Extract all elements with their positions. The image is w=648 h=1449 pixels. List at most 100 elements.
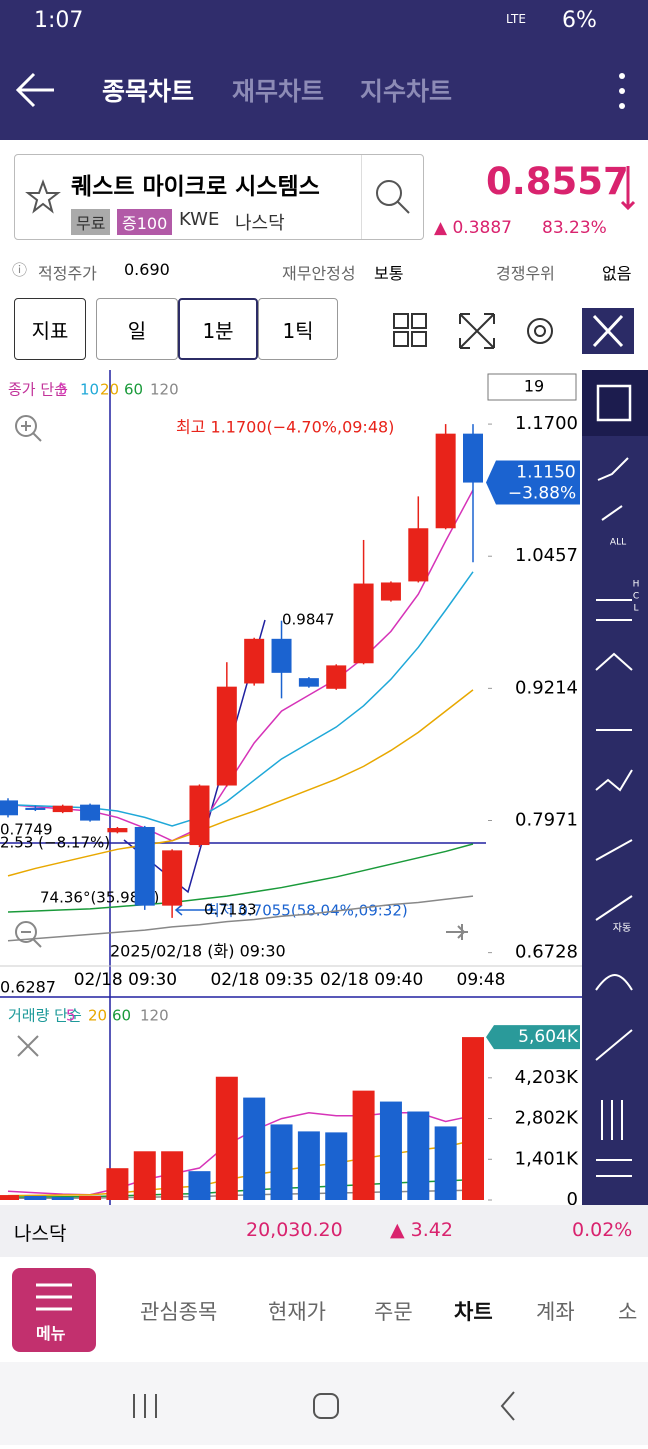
volume-bar: [462, 1037, 484, 1200]
volume-bar: [188, 1171, 211, 1200]
header: 1:07 LTE 6% 종목차트 재무차트 지수차트: [0, 0, 648, 140]
drawing-toolbar: ALL H C L 자동: [582, 370, 648, 1205]
tab[interactable]: 지수차트: [360, 77, 453, 106]
volume-bar: [161, 1151, 184, 1200]
legend-entry: 120: [140, 1007, 169, 1025]
candle-body: [107, 828, 128, 833]
market: 나스닥: [235, 213, 285, 234]
chart-tools[interactable]: [390, 308, 640, 354]
back-button[interactable]: [14, 70, 58, 110]
period-button[interactable]: 일: [96, 298, 178, 360]
nav-item[interactable]: 관심종목: [140, 1300, 218, 1324]
more-button[interactable]: [612, 70, 632, 112]
crosshair-date: 2025/02/18 (화) 09:30: [110, 942, 286, 961]
favorite-star[interactable]: [25, 179, 61, 215]
menu-label: 메뉴: [36, 1324, 66, 1343]
indicator-button[interactable]: 지표: [14, 298, 86, 360]
candle-body: [0, 800, 18, 816]
legend-entry: 60: [124, 381, 143, 399]
volume-bar: [297, 1131, 320, 1200]
current-pct: −3.88%: [508, 484, 576, 504]
info-label: 적정주가: [38, 264, 97, 283]
volume-bar: [0, 1195, 19, 1200]
y-tick-label: 2,802K: [515, 1108, 580, 1129]
angle-label: 74.36°(35.98%): [40, 889, 159, 907]
candle-body: [216, 686, 237, 786]
tab[interactable]: 재무차트: [232, 77, 325, 106]
candle-body: [189, 785, 210, 846]
legend-entry: 20: [88, 1007, 107, 1025]
y-tick-label: 4,203K: [515, 1067, 580, 1088]
period-button[interactable]: 1분: [178, 298, 258, 360]
candle-body: [244, 638, 265, 684]
x-tick-label: 02/18 09:40: [320, 970, 423, 990]
change-pct: 83.23%: [542, 218, 607, 238]
high-label: 최고 1.1700(−4.70%,09:48): [176, 418, 394, 437]
volume-bar: [79, 1195, 102, 1200]
volume-bar: [325, 1132, 348, 1200]
stock-card: 퀘스트 마이크로 시스템스 무료 증100 KWE 나스닥: [14, 154, 424, 240]
help-icon[interactable]: ⓘ: [12, 261, 28, 279]
candle-body: [380, 582, 401, 601]
nav-item[interactable]: 차트: [454, 1300, 493, 1324]
y-tick-label: 0.7971: [515, 809, 578, 830]
menu-icon: [36, 1283, 72, 1311]
ma-line: [7, 895, 474, 942]
candle-body: [134, 826, 155, 906]
candle-body: [353, 583, 374, 664]
current-price-box: [486, 460, 580, 505]
nav-item[interactable]: 현재가: [268, 1300, 326, 1324]
point-label: 0.7133: [204, 901, 257, 919]
tab[interactable]: 종목차트: [102, 77, 195, 106]
period-button[interactable]: 1틱: [258, 298, 338, 360]
y-tick-label: 1,401K: [515, 1148, 580, 1169]
x-tick-label: 02/18 09:35: [210, 970, 313, 990]
volume-bar: [51, 1197, 74, 1200]
nav-item[interactable]: 주문: [374, 1300, 413, 1324]
system-buttons[interactable]: [0, 1362, 648, 1445]
volume-bar: [133, 1151, 156, 1200]
market-change-value: 3.42: [410, 1219, 453, 1241]
candle-body: [463, 433, 483, 483]
legend-entry: 60: [112, 1007, 131, 1025]
ticker: KWE: [179, 209, 220, 230]
volume-bar: [215, 1076, 238, 1200]
candle-body: [326, 665, 347, 689]
drawing-tools[interactable]: ALL H C L 자동: [582, 370, 648, 1205]
y-tick-label: 1.1700: [515, 413, 578, 434]
market-bar: 나스닥 20,030.20 ▲ 3.42 0.02%: [0, 1205, 648, 1257]
volume-bar: [434, 1126, 457, 1200]
legend-entry: 120: [150, 381, 179, 399]
volume-bar: [270, 1124, 293, 1200]
current-price: 1.1150: [516, 463, 575, 483]
market-change: ▲ 3.42: [390, 1219, 453, 1241]
tool-label: L: [633, 604, 638, 614]
candle-body: [52, 805, 73, 813]
period-value: 19: [524, 377, 544, 396]
tag: 무료: [71, 209, 111, 235]
legend-entry: 10: [80, 381, 99, 399]
market-name: 나스닥: [14, 1223, 67, 1245]
down-arrow: [620, 166, 636, 211]
y-tick-label: 0.9214: [515, 677, 578, 698]
nav-item[interactable]: 계좌: [536, 1300, 575, 1324]
y-tick-label: 0: [567, 1189, 578, 1205]
candle-body: [408, 528, 429, 582]
current-volume: 5,604K: [518, 1027, 579, 1047]
nav-item[interactable]: 소: [618, 1300, 638, 1324]
stock-name[interactable]: 퀘스트 마이크로 시스템스: [71, 174, 320, 200]
volume-bar: [24, 1195, 47, 1200]
x-tick-label: 02/18 09:30: [74, 970, 177, 990]
info-label: 재무안정성: [282, 264, 356, 283]
volume-bar: [243, 1097, 266, 1200]
clock: 1:07: [34, 8, 84, 33]
period-input[interactable]: [487, 373, 577, 401]
legend-title: 거래량 단순: [8, 1007, 82, 1025]
menu-button[interactable]: 메뉴: [12, 1268, 96, 1352]
candle-body: [162, 850, 183, 906]
tag: 증100: [117, 209, 173, 235]
tool-label: C: [633, 592, 639, 602]
search-button[interactable]: [361, 155, 425, 239]
legend-entry: 20: [100, 381, 119, 399]
volume-bar: [379, 1101, 402, 1200]
